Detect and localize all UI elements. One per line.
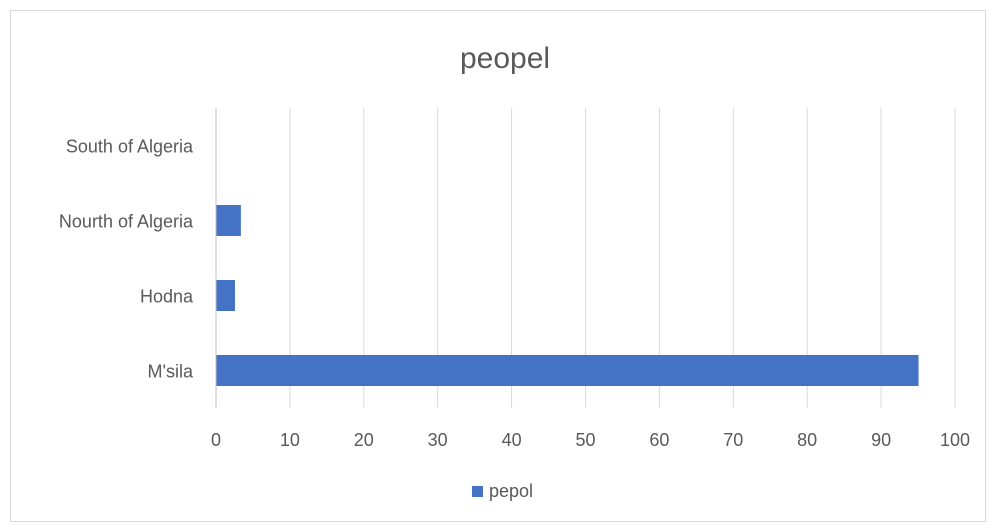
x-tick-label: 20 [354,430,374,450]
x-tick-label: 100 [940,430,970,450]
chart-title: peopel [460,42,550,75]
x-tick-label: 70 [723,430,743,450]
legend-swatch [472,486,483,497]
x-tick-label: 90 [871,430,891,450]
category-label: South of Algeria [66,137,194,157]
bars [216,205,919,386]
x-tick-label: 80 [797,430,817,450]
value-axis-labels: 0 10 20 30 40 50 60 70 80 90 100 [211,430,970,450]
category-label: Nourth of Algeria [59,212,194,232]
bar [216,355,919,386]
x-tick-label: 0 [211,430,221,450]
x-tick-label: 60 [649,430,669,450]
x-tick-label: 40 [502,430,522,450]
x-tick-label: 10 [280,430,300,450]
bar [216,205,241,236]
category-axis-labels: M'sila Hodna Nourth of Algeria South of Alg… [59,137,194,382]
category-label: M'sila [148,362,194,382]
category-label: Hodna [140,287,194,307]
x-tick-label: 30 [428,430,448,450]
legend: pepol [472,481,533,501]
legend-label: pepol [489,481,533,501]
bar [216,280,235,311]
x-tick-label: 50 [575,430,595,450]
chart-area [10,10,986,522]
